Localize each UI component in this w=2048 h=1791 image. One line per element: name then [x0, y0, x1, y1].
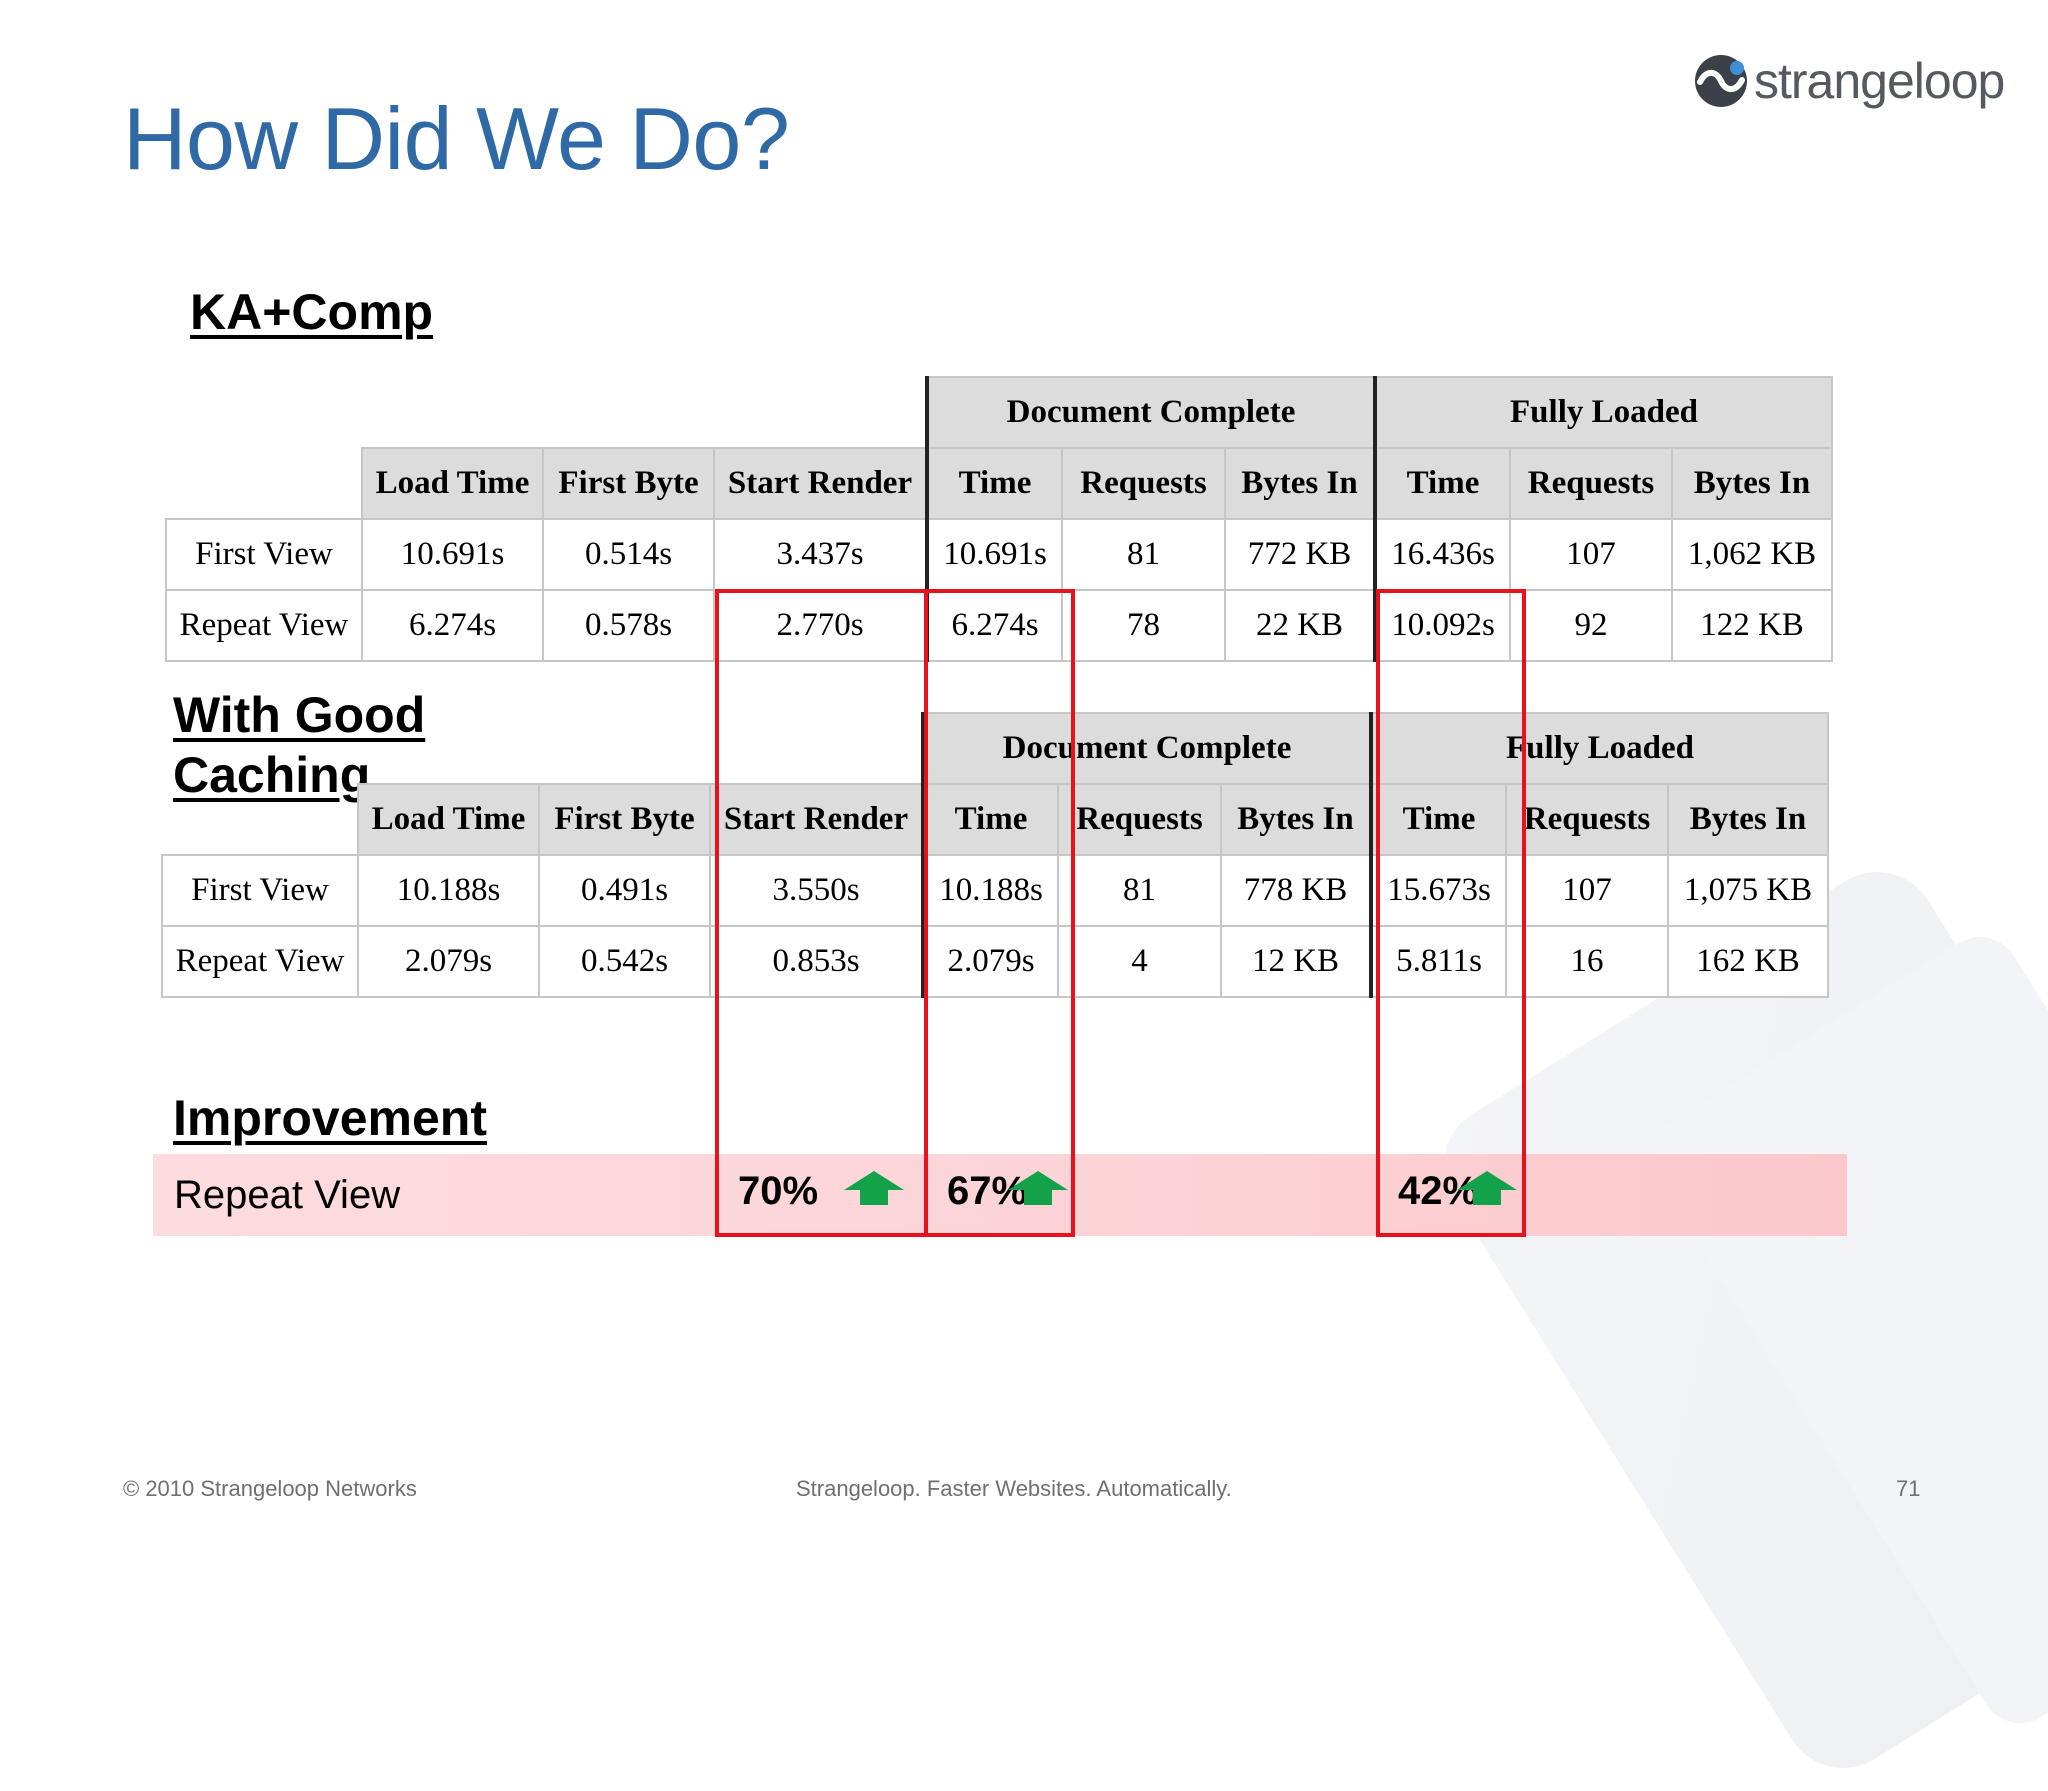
improvement-fully-loaded-time-value: 42%	[1398, 1169, 1479, 1213]
strangeloop-logo-icon	[1695, 55, 1747, 107]
column-header: Load Time	[361, 447, 544, 520]
ka-comp-heading: KA+Comp	[190, 284, 434, 340]
column-header: Start Render	[713, 447, 928, 520]
table-row: First View 10.691s 0.514s 3.437s 10.691s…	[165, 518, 1833, 591]
column-header: Time	[1373, 447, 1511, 520]
table-cell: 2.079s	[357, 925, 540, 998]
table-cell: 6.274s	[925, 589, 1063, 662]
row-label: First View	[161, 854, 359, 927]
table-cell: 12 KB	[1220, 925, 1372, 998]
row-label: Repeat View	[165, 589, 363, 662]
slide-title: How Did We Do?	[123, 89, 790, 188]
column-header: Requests	[1505, 783, 1669, 856]
highlight-box-start-render	[715, 589, 928, 1237]
table-cell: 0.514s	[542, 518, 715, 591]
table-cell: 1,062 KB	[1671, 518, 1833, 591]
table-cell: 162 KB	[1667, 925, 1829, 998]
caching-table: Document Complete Fully Loaded Load Time…	[161, 712, 1829, 998]
column-header: Time	[1369, 783, 1507, 856]
table-row: Repeat View 2.079s 0.542s 0.853s 2.079s …	[161, 925, 1829, 998]
table-row: First View 10.188s 0.491s 3.550s 10.188s…	[161, 854, 1829, 927]
table-cell: 3.550s	[709, 854, 924, 927]
table-cell: 772 KB	[1224, 518, 1376, 591]
table-cell: 6.274s	[361, 589, 544, 662]
good-caching-heading-line1: With Good	[173, 687, 426, 743]
table-cell: 16.436s	[1373, 518, 1511, 591]
column-header: Bytes In	[1224, 447, 1376, 520]
column-header: Load Time	[357, 783, 540, 856]
table-cell: 92	[1509, 589, 1673, 662]
table-cell: 10.092s	[1373, 589, 1511, 662]
green-up-arrow-icon	[844, 1171, 904, 1205]
table-cell: 2.079s	[921, 925, 1059, 998]
improvement-start-render-value: 70%	[738, 1169, 819, 1213]
table-cell: 0.542s	[538, 925, 711, 998]
column-header: Bytes In	[1671, 447, 1833, 520]
table-cell: 0.578s	[542, 589, 715, 662]
table-group-header-row: Document Complete Fully Loaded	[162, 712, 1829, 785]
table-cell: 4	[1057, 925, 1222, 998]
table-cell: 10.691s	[925, 518, 1063, 591]
column-header: Start Render	[709, 783, 924, 856]
group-header-document-complete: Document Complete	[921, 712, 1372, 785]
column-header: Requests	[1061, 447, 1226, 520]
table-cell: 778 KB	[1220, 854, 1372, 927]
table-column-header-row: Load Time First Byte Start Render Time R…	[162, 783, 1829, 856]
improvement-row-label: Repeat View	[174, 1173, 401, 1217]
table-cell: 10.691s	[361, 518, 544, 591]
table-cell: 10.188s	[921, 854, 1059, 927]
table-cell: 1,075 KB	[1667, 854, 1829, 927]
group-header-fully-loaded: Fully Loaded	[1373, 376, 1833, 449]
table-cell: 10.188s	[357, 854, 540, 927]
row-label: First View	[165, 518, 363, 591]
page-number: 71	[1896, 1476, 1921, 1501]
improvement-heading: Improvement	[173, 1090, 487, 1146]
table-cell: 3.437s	[713, 518, 928, 591]
row-label: Repeat View	[161, 925, 359, 998]
group-header-fully-loaded: Fully Loaded	[1369, 712, 1829, 785]
column-header: Bytes In	[1667, 783, 1829, 856]
footer-copyright: © 2010 Strangeloop Networks	[123, 1476, 417, 1501]
table-cell: 22 KB	[1224, 589, 1376, 662]
green-up-arrow-icon	[1008, 1171, 1068, 1205]
green-up-arrow-icon	[1457, 1171, 1517, 1205]
improvement-band	[153, 1154, 1847, 1236]
improvement-doc-time-value: 67%	[947, 1169, 1028, 1213]
footer-tagline: Strangeloop. Faster Websites. Automatica…	[796, 1476, 1232, 1501]
column-header: Requests	[1057, 783, 1222, 856]
column-header: First Byte	[542, 447, 715, 520]
column-header: Time	[925, 447, 1063, 520]
column-header: Requests	[1509, 447, 1673, 520]
group-header-document-complete: Document Complete	[925, 376, 1376, 449]
highlight-box-document-time	[924, 589, 1075, 1237]
table-cell: 107	[1505, 854, 1669, 927]
table-cell: 81	[1057, 854, 1222, 927]
table-cell: 81	[1061, 518, 1226, 591]
table-cell: 5.811s	[1369, 925, 1507, 998]
table-cell: 107	[1509, 518, 1673, 591]
table-cell: 122 KB	[1671, 589, 1833, 662]
table-group-header-row: Document Complete Fully Loaded	[166, 376, 1833, 449]
strangeloop-logo: strangeloop	[1692, 48, 2005, 114]
table-column-header-row: Load Time First Byte Start Render Time R…	[166, 447, 1833, 520]
good-caching-heading-line2: Caching	[173, 747, 371, 803]
logo-text: strangeloop	[1754, 53, 2005, 109]
column-header: First Byte	[538, 783, 711, 856]
ka-comp-table: Document Complete Fully Loaded Load Time…	[165, 376, 1833, 662]
column-header: Bytes In	[1220, 783, 1372, 856]
highlight-box-fully-loaded-time	[1376, 589, 1526, 1237]
table-cell: 0.853s	[709, 925, 924, 998]
table-cell: 0.491s	[538, 854, 711, 927]
good-caching-heading: With Good Caching	[173, 685, 425, 805]
table-cell: 16	[1505, 925, 1669, 998]
table-cell: 78	[1061, 589, 1226, 662]
table-cell: 15.673s	[1369, 854, 1507, 927]
